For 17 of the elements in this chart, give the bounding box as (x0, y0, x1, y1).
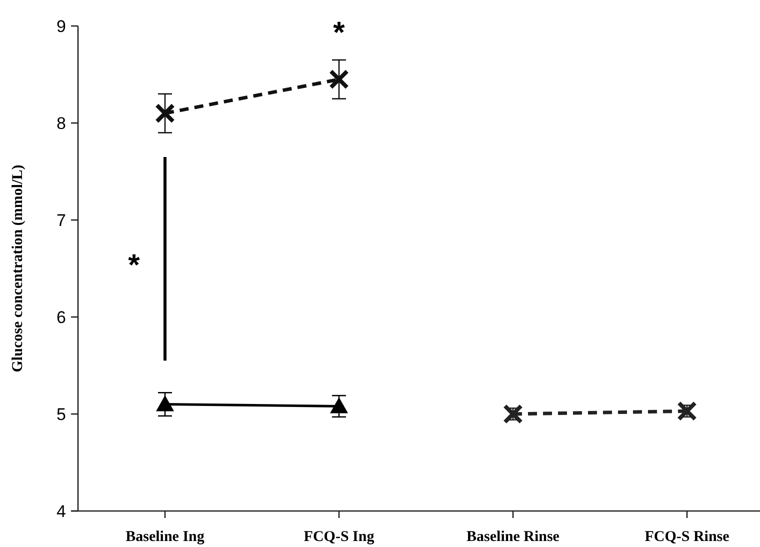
y-tick-label: 5 (56, 404, 66, 424)
annotation: * (128, 248, 140, 282)
y-axis-title: Glucose concentration (mmol/L) (10, 164, 26, 372)
point (503, 404, 523, 424)
y-tick-label: 6 (56, 308, 66, 327)
y-tick-label: 4 (56, 502, 66, 521)
point (329, 69, 349, 90)
y-tick-label: 7 (56, 210, 66, 230)
x-tick-label: FCQ-S Rinse (644, 529, 730, 545)
point (155, 103, 175, 124)
y-tick-label: 8 (56, 114, 66, 133)
x-tick-label: Baseline Rinse (466, 529, 560, 545)
point (677, 401, 697, 422)
x-tick-label: Baseline Ing (126, 529, 205, 545)
annotation: * (333, 16, 346, 50)
y-tick-label: 9 (56, 16, 66, 36)
x-tick-label: FCQ-S Ing (304, 529, 375, 545)
